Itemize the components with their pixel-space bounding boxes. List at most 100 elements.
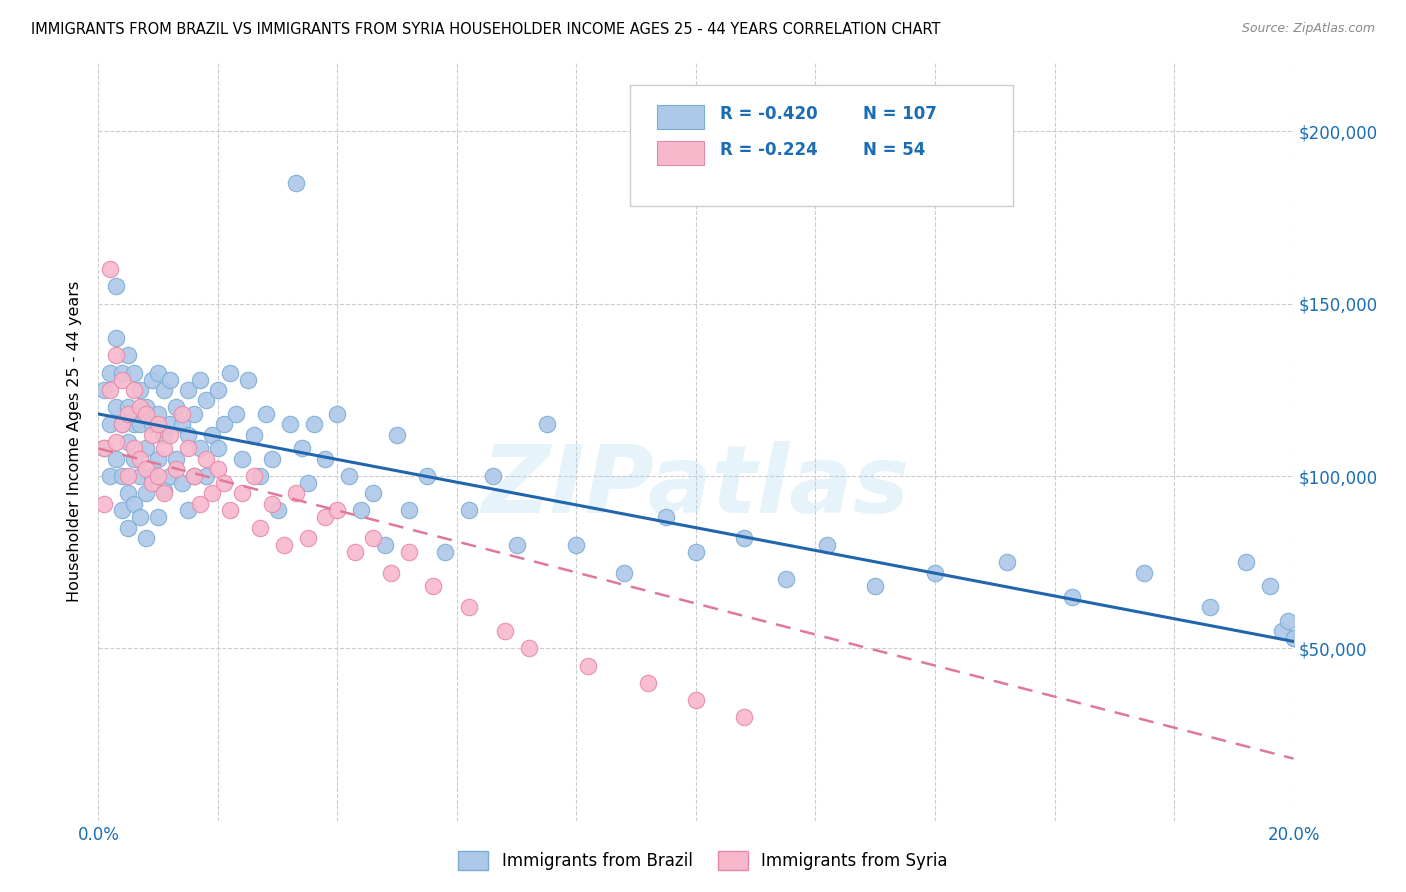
Point <box>177 427 200 442</box>
Point <box>111 366 134 380</box>
Point <box>159 417 181 432</box>
Point <box>385 427 409 442</box>
Point <box>135 400 157 414</box>
Point <box>124 383 146 397</box>
Point <box>243 427 266 442</box>
Point <box>578 658 600 673</box>
Point <box>284 486 307 500</box>
Point <box>380 566 402 580</box>
Point <box>111 503 134 517</box>
Point <box>172 475 194 490</box>
Point <box>117 469 139 483</box>
Point <box>177 383 200 397</box>
Text: ZIPatlas: ZIPatlas <box>482 441 910 533</box>
Point <box>297 531 319 545</box>
Point <box>685 693 707 707</box>
Point <box>135 531 157 545</box>
Point <box>254 407 277 421</box>
Point <box>165 462 187 476</box>
Point <box>326 503 349 517</box>
Point <box>1271 624 1294 639</box>
Point <box>177 442 200 456</box>
Point <box>98 383 122 397</box>
Point <box>201 486 224 500</box>
Point <box>278 417 301 432</box>
Point <box>93 442 115 456</box>
Point <box>315 451 337 466</box>
Point <box>93 442 115 456</box>
Point <box>733 710 755 724</box>
Point <box>1282 631 1305 645</box>
Point <box>124 442 146 456</box>
Point <box>398 545 420 559</box>
Point <box>117 348 139 362</box>
Point <box>995 555 1018 569</box>
Point <box>124 451 146 466</box>
Point <box>141 417 163 432</box>
Text: N = 107: N = 107 <box>863 105 938 123</box>
Point <box>1133 566 1156 580</box>
Point <box>865 579 887 593</box>
Point <box>98 469 122 483</box>
Point <box>195 469 218 483</box>
Point <box>129 383 152 397</box>
Point <box>153 486 176 500</box>
Point <box>111 372 134 386</box>
Point <box>207 442 229 456</box>
Point <box>344 545 367 559</box>
Point <box>117 521 139 535</box>
Point <box>129 417 152 432</box>
Point <box>315 510 337 524</box>
Point <box>105 348 128 362</box>
Point <box>165 451 187 466</box>
FancyBboxPatch shape <box>657 141 704 165</box>
Text: R = -0.224: R = -0.224 <box>720 142 818 160</box>
FancyBboxPatch shape <box>630 85 1012 207</box>
Point <box>105 331 128 345</box>
Point <box>212 417 235 432</box>
Point <box>565 538 588 552</box>
Point <box>148 469 170 483</box>
Point <box>159 427 181 442</box>
Point <box>135 442 157 456</box>
Point <box>195 451 218 466</box>
Point <box>506 538 529 552</box>
Point <box>141 372 163 386</box>
Point <box>172 407 194 421</box>
Point <box>183 469 205 483</box>
Point <box>219 503 242 517</box>
Point <box>188 372 211 386</box>
Point <box>225 407 247 421</box>
Point <box>117 434 139 449</box>
Point <box>124 366 146 380</box>
Text: N = 54: N = 54 <box>863 142 925 160</box>
Point <box>124 497 146 511</box>
Text: R = -0.420: R = -0.420 <box>720 105 817 123</box>
Point <box>135 486 157 500</box>
Point <box>159 372 181 386</box>
Point <box>117 486 139 500</box>
Point <box>165 400 187 414</box>
Point <box>141 427 163 442</box>
Point <box>212 475 235 490</box>
Point <box>637 675 659 690</box>
Point <box>98 262 122 277</box>
Point <box>148 407 170 421</box>
Point <box>1282 631 1305 645</box>
Point <box>111 417 134 432</box>
Point <box>363 486 385 500</box>
Point <box>117 407 139 421</box>
Point <box>93 497 115 511</box>
Point <box>350 503 373 517</box>
Point <box>374 538 396 552</box>
Point <box>153 427 176 442</box>
Point <box>260 497 283 511</box>
Point <box>494 624 516 639</box>
Point <box>183 469 205 483</box>
Point <box>685 545 707 559</box>
Point <box>105 279 128 293</box>
Point <box>98 366 122 380</box>
Point <box>231 451 253 466</box>
Point <box>188 442 211 456</box>
Point <box>129 451 152 466</box>
